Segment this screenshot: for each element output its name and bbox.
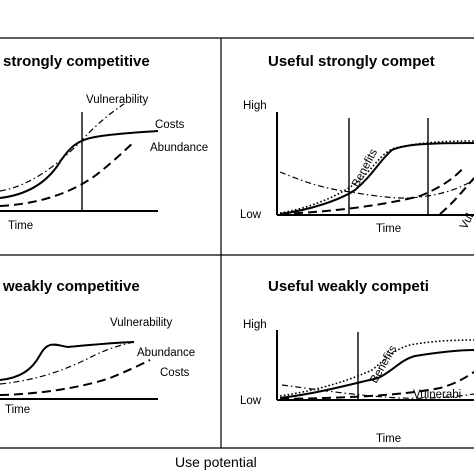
vulnerability-label-partial: Vulnerabi — [413, 389, 461, 401]
benefits-upper-curve — [279, 339, 474, 397]
y-axis-low-label: Low — [240, 395, 262, 407]
panel-bottom-left: weakly competitive Vulnerability Abundan… — [0, 278, 195, 416]
benefits-curve — [279, 349, 474, 399]
panel-top-right: Useful strongly compet High Low Benefits… — [240, 53, 474, 235]
x-axis-label: Time — [376, 223, 401, 235]
costs-curve — [0, 359, 151, 396]
abundance-curve — [0, 141, 135, 207]
benefits-curve — [279, 142, 474, 215]
abundance-curve — [439, 177, 474, 215]
panel-title: strongly competitive — [3, 53, 150, 70]
figure-caption: Use potential — [175, 454, 257, 470]
vulnerability-label: Vulnerability — [86, 94, 148, 106]
y-axis-high-label: High — [243, 319, 267, 331]
x-axis-label: Time — [376, 433, 401, 445]
vulnerability-curve — [0, 103, 125, 192]
panel-bottom-right: Useful weakly competi High Low Benefits … — [240, 278, 474, 445]
costs-curve — [279, 371, 474, 400]
vulnerability-label-partial: Vul — [458, 211, 474, 231]
panel-title: Useful weakly competi — [268, 278, 429, 295]
costs-label: Costs — [155, 119, 185, 131]
vulnerability-curve — [0, 341, 135, 381]
panel-title: Useful strongly compet — [268, 53, 435, 70]
panel-top-left: strongly competitive Vulnerability Costs… — [0, 53, 208, 232]
abundance-label: Abundance — [150, 142, 208, 154]
costs-curve — [279, 165, 466, 215]
vulnerability-label: Vulnerability — [110, 317, 172, 329]
costs-curve — [0, 130, 159, 199]
abundance-curve — [0, 341, 135, 385]
benefits-label: Benefits — [368, 343, 399, 385]
abundance-label: Abundance — [137, 347, 195, 359]
y-axis-high-label: High — [243, 100, 267, 112]
x-axis-label: Time — [5, 404, 30, 416]
panel-title: weakly competitive — [2, 278, 140, 295]
x-axis-label: Time — [8, 220, 33, 232]
y-axis-low-label: Low — [240, 209, 262, 221]
costs-label: Costs — [160, 367, 190, 379]
vulnerability-curve — [279, 171, 474, 199]
benefits-upper-curve — [279, 140, 474, 214]
vulnerability-curve — [281, 384, 474, 399]
